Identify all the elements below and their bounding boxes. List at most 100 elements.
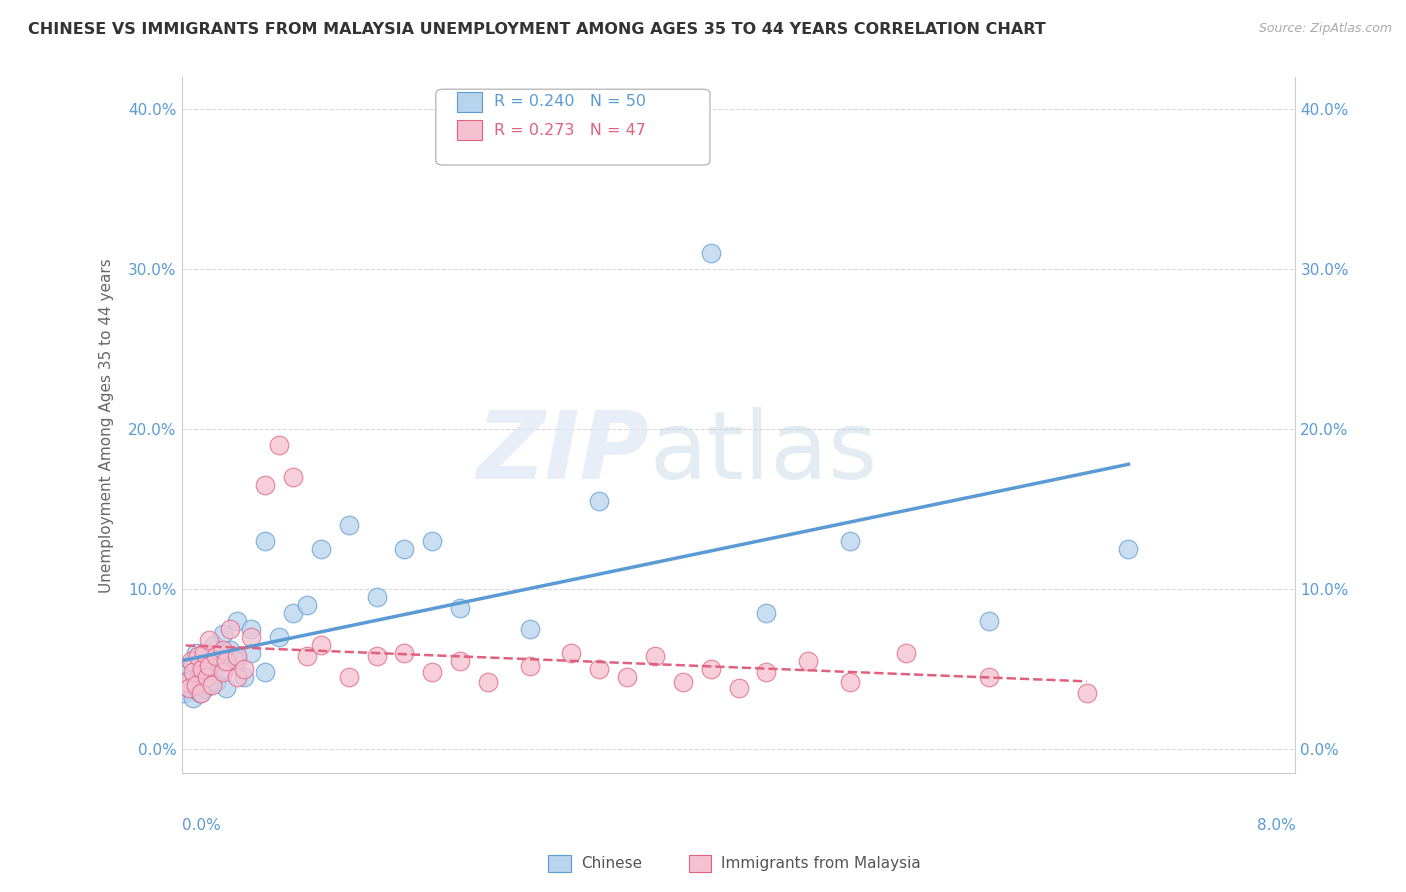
Point [588,662,610,676]
Point [366,649,388,664]
Point [309,542,332,557]
Point [187,670,209,684]
Point [337,518,360,533]
Point [184,678,207,692]
Point [420,665,443,680]
Point [219,622,242,636]
Point [174,675,197,690]
Point [254,665,277,680]
Point [254,534,277,549]
Point [187,649,209,664]
Point [1076,686,1098,700]
Point [254,478,277,492]
Point [797,654,820,668]
Point [267,630,290,644]
Point [519,622,541,636]
Point [240,646,263,660]
Point [281,470,304,484]
Point [226,614,249,628]
Point [184,646,207,660]
Point [205,675,228,690]
Point [226,654,249,668]
Point [191,662,214,676]
Text: R = 0.273   N = 47: R = 0.273 N = 47 [494,123,645,137]
Point [179,662,201,676]
Point [212,665,235,680]
Text: 0.0%: 0.0% [181,818,221,833]
Point [337,670,360,684]
Point [588,494,610,508]
Point [177,681,200,696]
Point [477,675,499,690]
Point [212,643,235,657]
Point [727,681,749,696]
Point [366,591,388,605]
Y-axis label: Unemployment Among Ages 35 to 44 years: Unemployment Among Ages 35 to 44 years [100,258,114,592]
Point [212,627,235,641]
Point [198,678,221,692]
Point [193,662,215,676]
Point [190,686,212,700]
Point [295,649,318,664]
Point [181,665,204,680]
Point [394,542,416,557]
Point [838,534,860,549]
Point [191,649,214,664]
Text: R = 0.240   N = 50: R = 0.240 N = 50 [494,95,645,109]
Point [644,649,666,664]
Text: Source: ZipAtlas.com: Source: ZipAtlas.com [1258,22,1392,36]
Text: Immigrants from Malaysia: Immigrants from Malaysia [721,856,921,871]
Point [226,649,249,664]
Point [195,670,218,684]
Point [188,686,211,700]
Point [219,643,242,657]
Point [173,686,195,700]
Point [212,662,235,676]
Point [699,662,721,676]
Point [201,665,224,680]
Point [672,675,695,690]
Text: CHINESE VS IMMIGRANTS FROM MALAYSIA UNEMPLOYMENT AMONG AGES 35 TO 44 YEARS CORRE: CHINESE VS IMMIGRANTS FROM MALAYSIA UNEM… [28,22,1046,37]
Point [240,622,263,636]
Point [177,681,200,696]
Point [616,670,638,684]
Point [699,246,721,260]
Point [202,638,225,652]
Point [184,681,207,696]
Point [449,654,471,668]
Point [180,654,202,668]
Point [198,654,221,668]
Point [894,646,917,660]
Point [979,670,1001,684]
Point [838,675,860,690]
Point [215,654,238,668]
Point [1118,542,1140,557]
Point [755,665,778,680]
Point [193,646,215,660]
Point [191,675,214,690]
Point [215,681,238,696]
Point [420,534,443,549]
Point [240,630,263,644]
Point [519,659,541,673]
Point [394,646,416,660]
Point [309,638,332,652]
Point [979,614,1001,628]
Point [190,665,212,680]
Point [755,606,778,620]
Point [233,670,256,684]
Point [183,678,205,692]
Point [195,670,218,684]
Text: Chinese: Chinese [581,856,641,871]
Text: 8.0%: 8.0% [1257,818,1295,833]
Point [201,678,224,692]
Text: ZIP: ZIP [477,407,650,500]
Text: atlas: atlas [650,407,877,500]
Point [205,649,228,664]
Point [560,646,582,660]
Point [449,601,471,615]
Point [180,672,202,686]
Point [198,659,221,673]
Point [194,681,217,696]
Point [176,675,198,690]
